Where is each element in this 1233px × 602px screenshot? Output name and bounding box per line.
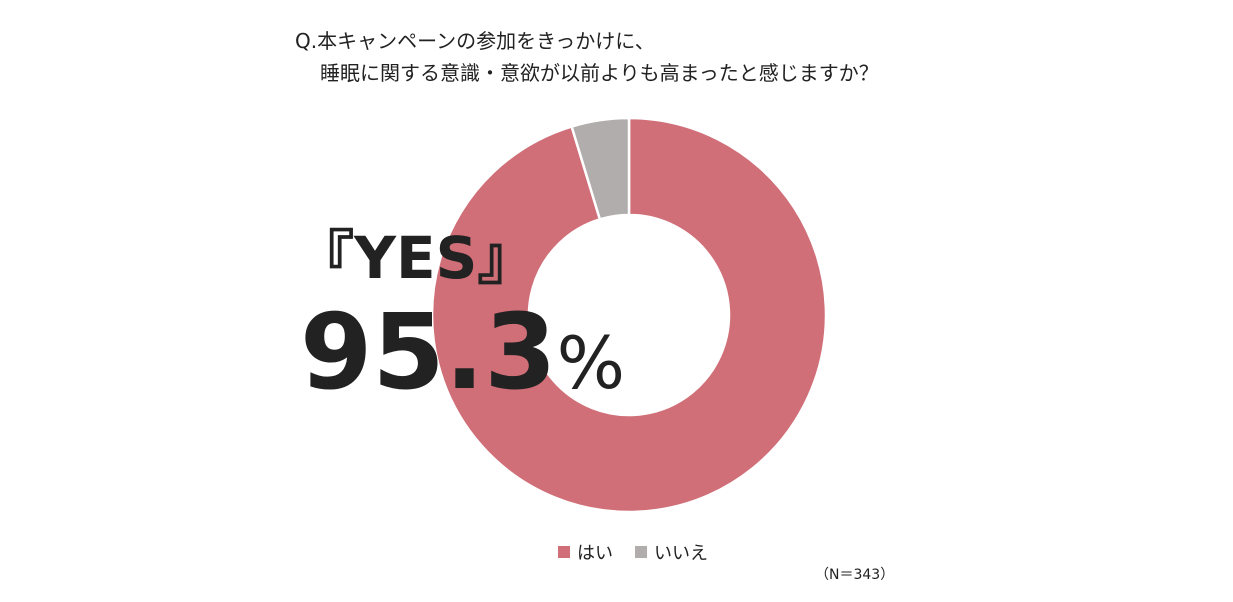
legend-label: いいえ <box>654 543 708 564</box>
donut-slice <box>430 116 828 514</box>
annotation: 95.3% <box>300 291 625 413</box>
chart-title: Q.本キャンペーンの参加をきっかけに、 <box>295 29 655 53</box>
chart-title: 睡眠に関する意識・意欲が以前よりも高まったと感じますか？ <box>320 61 879 85</box>
legend-swatch <box>635 546 647 558</box>
note: （N＝343） <box>815 567 894 583</box>
legend-label: はい <box>577 543 613 564</box>
legend-swatch <box>558 546 570 558</box>
annotation: 『YES』 <box>296 224 535 292</box>
donut-slice <box>570 116 631 221</box>
